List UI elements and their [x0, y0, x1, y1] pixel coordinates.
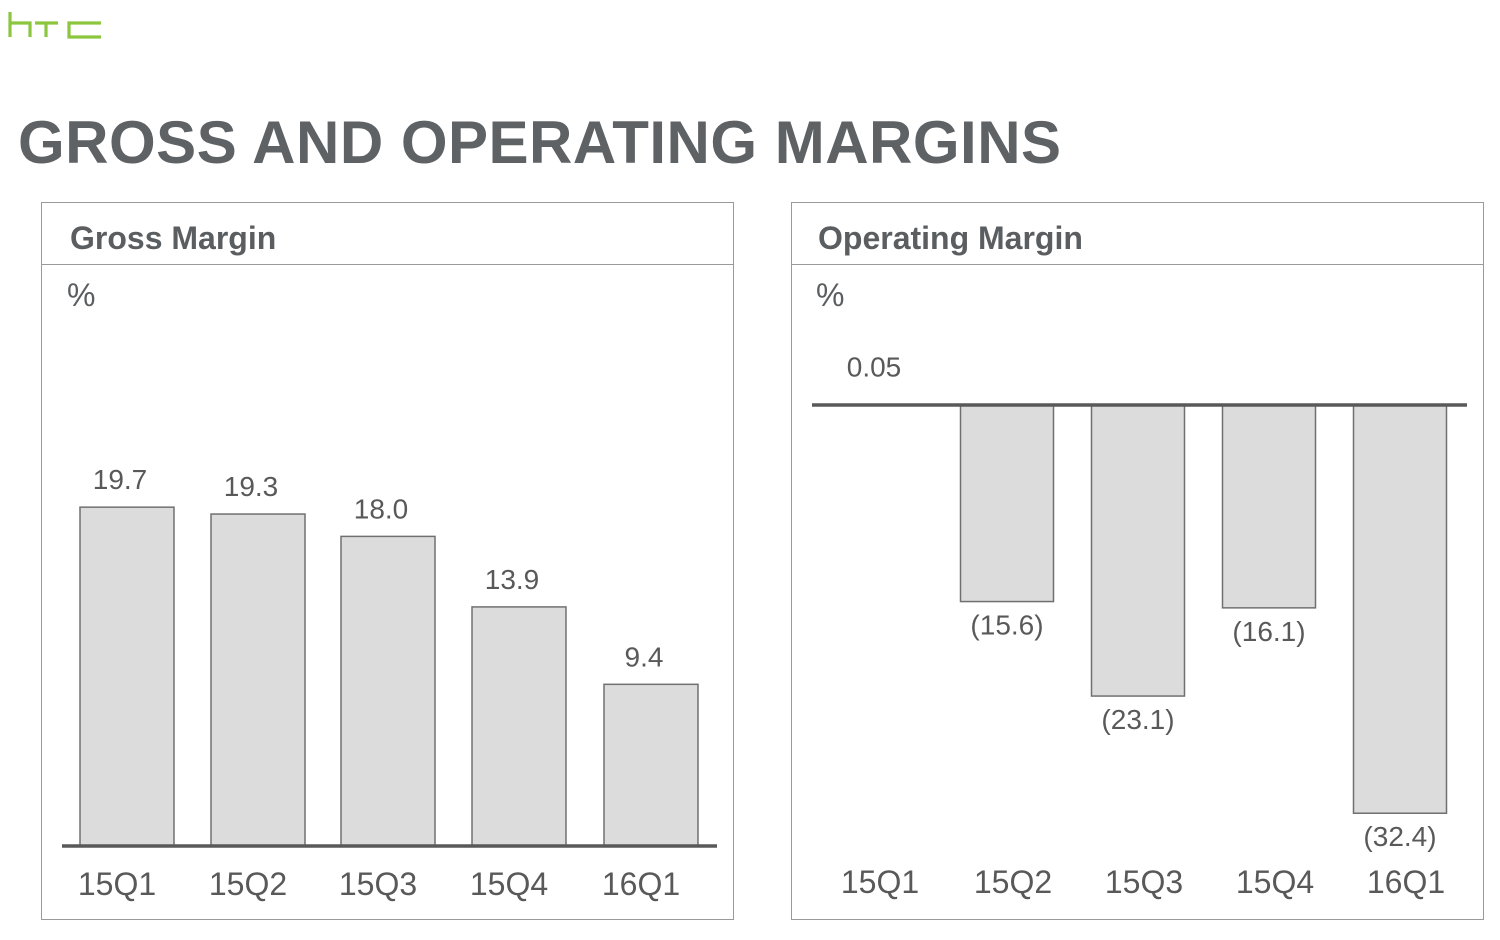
- page-title: GROSS AND OPERATING MARGINS: [18, 109, 1062, 176]
- gross-margin-value-label: 19.7: [93, 464, 148, 495]
- gross-margin-bar: [603, 683, 699, 847]
- gross-margin-value-label: 19.3: [224, 471, 279, 502]
- operating-margin-value-label: (32.4): [1363, 821, 1436, 852]
- operating-margin-bar: [1352, 404, 1448, 814]
- operating-margin-bar: [1090, 404, 1186, 697]
- gross-margin-category-label: 15Q2: [209, 866, 287, 902]
- htc-logo: [6, 8, 106, 45]
- gross-margin-panel: Gross Margin % 19.7 15Q1 19.3 15Q2 18.0 15Q3 1…: [41, 202, 734, 920]
- operating-margin-category-label: 15Q3: [1105, 864, 1183, 900]
- operating-margin-unit: %: [816, 277, 845, 313]
- operating-margin-value-label: (16.1): [1232, 616, 1305, 647]
- gross-margin-bar: [340, 535, 436, 847]
- htc-logo-mark: [8, 12, 101, 39]
- gross-margin-category-label: 15Q1: [78, 866, 156, 902]
- gross-margin-bar: [79, 506, 175, 847]
- gross-margin-bar: [210, 513, 306, 847]
- operating-margin-category-label: 15Q1: [841, 864, 919, 900]
- operating-margin-panel: Operating Margin % 0.05 15Q1 (15.6) 15Q2 (23…: [791, 202, 1484, 920]
- gross-margin-bar: [471, 606, 567, 847]
- operating-margin-category-label: 15Q2: [974, 864, 1052, 900]
- gross-margin-chart: 19.7 15Q1 19.3 15Q2 18.0 15Q3 13.9 15Q4 9.4 16Q1: [62, 464, 717, 902]
- gross-margin-category-label: 15Q4: [470, 866, 548, 902]
- operating-margin-bar: [1221, 404, 1317, 609]
- gross-margin-title: Gross Margin: [42, 203, 733, 265]
- operating-margin-value-label: (15.6): [970, 610, 1043, 641]
- gross-margin-unit: %: [67, 277, 96, 313]
- gross-margin-category-label: 16Q1: [602, 866, 680, 902]
- operating-margin-title: Operating Margin: [792, 203, 1483, 265]
- gross-margin-value-label: 13.9: [485, 564, 540, 595]
- gross-margin-value-label: 9.4: [625, 641, 664, 672]
- operating-margin-value-label: (23.1): [1101, 704, 1174, 735]
- gross-margin-category-label: 15Q3: [339, 866, 417, 902]
- operating-margin-bar: [959, 404, 1055, 603]
- operating-margin-value-label: 0.05: [847, 351, 902, 382]
- operating-margin-category-label: 15Q4: [1236, 864, 1314, 900]
- operating-margin-category-label: 16Q1: [1367, 864, 1445, 900]
- operating-margin-chart: 0.05 15Q1 (15.6) 15Q2 (23.1) 15Q3 (16.1) 15Q4 (3…: [812, 351, 1467, 900]
- gross-margin-value-label: 18.0: [354, 493, 409, 524]
